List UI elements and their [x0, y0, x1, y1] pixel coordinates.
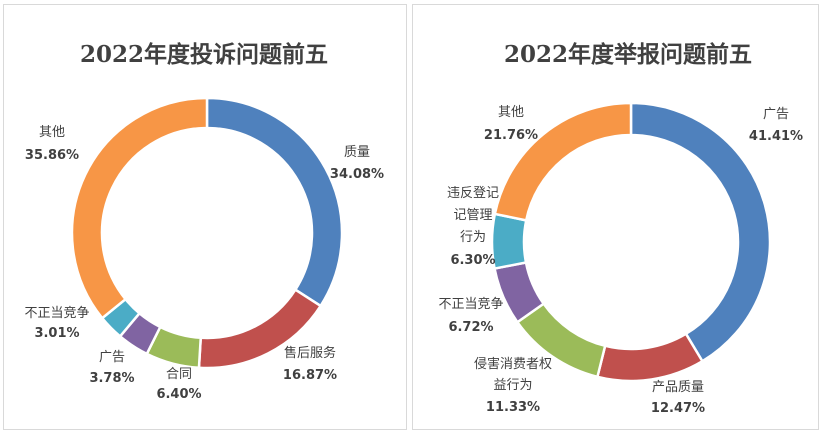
- slice-label-consumer-rights: 侵害消费者权 益行为 11.33%: [474, 356, 552, 415]
- slice-value-quality: 34.08%: [330, 167, 384, 182]
- slice-name-unfair-competition: 不正当竞争: [438, 296, 503, 312]
- reports-chart-panel: 2022年度举报问题前五 广告 41.41% 产品质量 12.47% 侵害消费者…: [412, 4, 819, 430]
- complaints-donut-chart: 2022年度投诉问题前五 质量 34.08% 售后服务 16.87% 合同 6.…: [24, 41, 384, 402]
- slice-value-other: 21.76%: [484, 128, 538, 143]
- slice-name-other: 其他: [39, 125, 65, 140]
- slice-value-other: 35.86%: [25, 148, 79, 163]
- slice-label-other: 其他 21.76%: [484, 105, 538, 143]
- slice-name-advertising: 广告: [99, 350, 125, 365]
- slice-name-consumer-rights-line2: 益行为: [493, 378, 532, 393]
- slice-name-product-quality: 产品质量: [652, 380, 704, 395]
- chart-title: 2022年度举报问题前五: [504, 41, 752, 68]
- slice-name-contract: 合同: [166, 367, 192, 382]
- reports-slices: [490, 101, 772, 383]
- slice-label-unfair-competition: 不正当竞争 6.72%: [438, 296, 503, 335]
- slice-name-aftersales: 售后服务: [284, 345, 336, 361]
- slice-name-other: 其他: [498, 105, 524, 120]
- complaints-slice-0: [205, 96, 344, 308]
- slice-name-unfair-competition: 不正当竞争: [24, 305, 89, 321]
- slice-value-product-quality: 12.47%: [651, 401, 705, 416]
- slice-value-contract: 6.40%: [156, 387, 201, 402]
- slice-label-quality: 质量 34.08%: [330, 145, 384, 182]
- slice-value-advertising: 41.41%: [749, 129, 803, 144]
- slice-label-other: 其他 35.86%: [25, 125, 79, 163]
- complaints-slice-5: [70, 96, 209, 320]
- slice-value-unfair-competition: 3.01%: [34, 326, 79, 341]
- slice-label-unfair-competition: 不正当竞争 3.01%: [24, 305, 89, 341]
- slice-name-advertising: 广告: [763, 107, 789, 122]
- slice-name-registration-line3: 行为: [460, 230, 486, 245]
- slice-name-quality: 质量: [344, 145, 370, 160]
- reports-donut-chart: 2022年度举报问题前五 广告 41.41% 产品质量 12.47% 侵害消费者…: [438, 41, 803, 416]
- slice-label-advertising: 广告 41.41%: [749, 107, 803, 144]
- reports-slice-4: [490, 212, 528, 271]
- slice-value-advertising: 3.78%: [89, 371, 134, 386]
- complaints-slices: [70, 96, 344, 370]
- complaints-chart-panel: 2022年度投诉问题前五 质量 34.08% 售后服务 16.87% 合同 6.…: [3, 4, 407, 430]
- chart-title: 2022年度投诉问题前五: [80, 41, 328, 68]
- slice-label-registration: 违反登记 记管理 行为 6.30%: [447, 186, 499, 268]
- slice-value-unfair-competition: 6.72%: [448, 320, 493, 335]
- slice-label-advertising: 广告 3.78%: [89, 350, 134, 386]
- reports-slice-5: [493, 101, 633, 222]
- slice-value-consumer-rights: 11.33%: [486, 400, 540, 415]
- slice-value-aftersales: 16.87%: [283, 368, 337, 383]
- slice-name-consumer-rights-line1: 侵害消费者权: [474, 356, 552, 372]
- slice-name-registration-line1: 违反登记: [447, 186, 499, 201]
- slice-name-registration-line2: 记管理: [453, 208, 492, 223]
- slice-label-product-quality: 产品质量 12.47%: [651, 380, 705, 416]
- reports-slice-1: [595, 332, 705, 383]
- slice-value-registration: 6.30%: [450, 253, 495, 268]
- slice-label-contract: 合同 6.40%: [156, 367, 201, 402]
- slice-label-aftersales: 售后服务 16.87%: [283, 345, 337, 383]
